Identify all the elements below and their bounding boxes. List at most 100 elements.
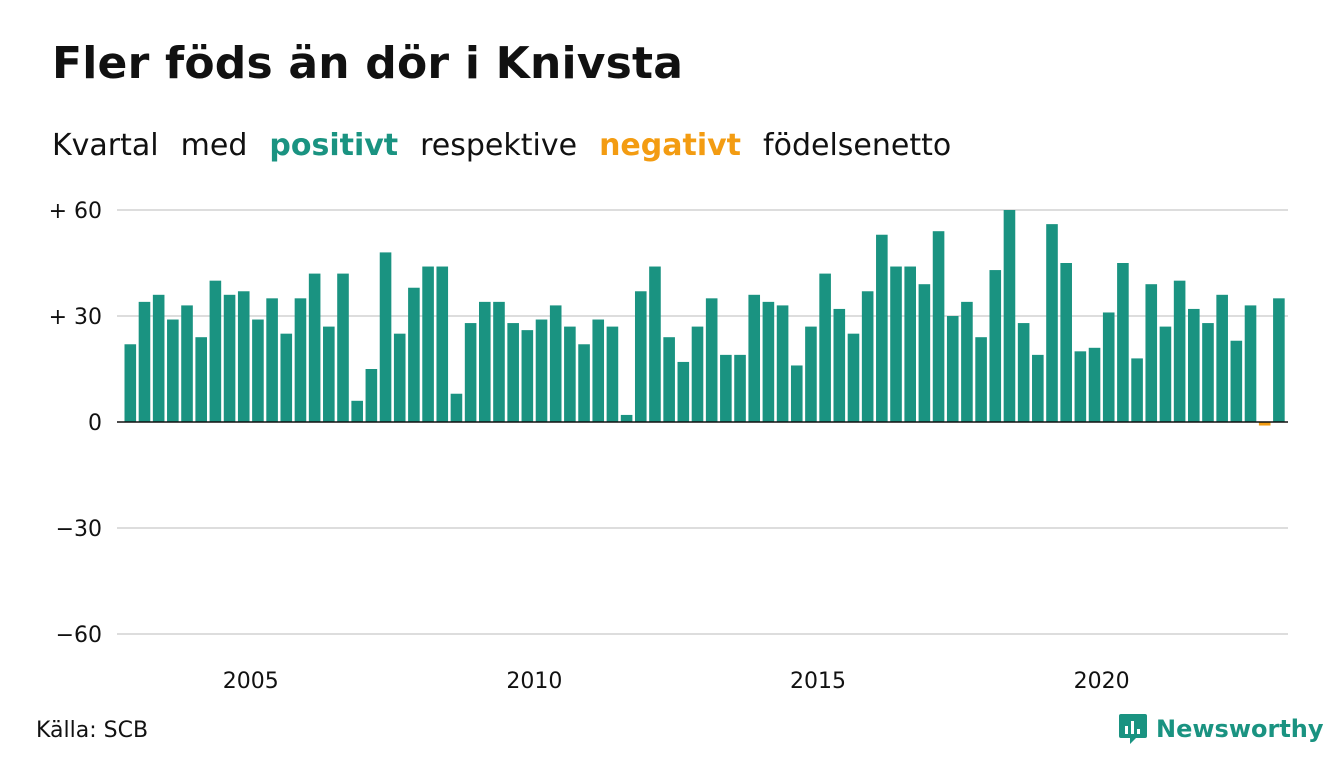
bar — [549, 305, 562, 422]
subtitle-word-respektive: respektive — [420, 128, 578, 163]
bar — [1060, 263, 1072, 422]
bar — [1244, 305, 1257, 422]
newsworthy-logo: Newsworthy — [1118, 712, 1324, 746]
y-tick-label: + 30 — [49, 305, 102, 330]
bar — [833, 308, 846, 422]
bar — [1273, 298, 1285, 422]
x-tick-labels: 2005 2010 2015 2020 — [223, 669, 1130, 694]
bar — [1230, 340, 1243, 422]
bar — [365, 369, 378, 422]
bar — [904, 266, 916, 422]
bar — [790, 365, 803, 422]
subtitle-positive: positivt — [269, 128, 399, 163]
subtitle-negative: negativt — [599, 128, 742, 163]
newsworthy-logo-text: Newsworthy — [1156, 715, 1324, 743]
bar — [223, 294, 236, 422]
bar — [280, 333, 293, 422]
bar — [138, 301, 151, 422]
bar — [1074, 351, 1087, 422]
bar — [1088, 347, 1101, 422]
bar — [663, 337, 675, 422]
bar — [181, 305, 193, 422]
y-tick-label: −30 — [56, 517, 102, 542]
source-note: Källa: SCB — [36, 718, 149, 743]
bar — [564, 326, 576, 422]
y-tick-label: −60 — [56, 623, 102, 648]
x-tick-label: 2015 — [790, 669, 846, 694]
bar — [847, 333, 860, 422]
bar — [393, 333, 406, 422]
bar — [308, 273, 321, 422]
subtitle-word-kvartal: Kvartal — [52, 128, 159, 163]
bar — [620, 414, 633, 422]
bar — [351, 400, 363, 422]
subtitle-word-fodelsenetto: födelsenetto — [763, 128, 952, 163]
bar — [237, 291, 250, 422]
bar — [890, 266, 902, 422]
bar — [479, 301, 491, 422]
bar — [337, 273, 349, 422]
bar — [1017, 323, 1030, 422]
bar — [918, 284, 931, 422]
bar — [422, 266, 434, 422]
x-tick-label: 2005 — [223, 669, 279, 694]
bar — [323, 326, 335, 422]
bar — [734, 354, 746, 422]
bar — [124, 344, 137, 422]
bar — [379, 252, 392, 422]
chart-subtitle: Kvartal med positivt respektive negativt föde… — [52, 128, 973, 163]
bar — [1003, 210, 1016, 422]
bar — [932, 231, 945, 422]
bar — [975, 337, 987, 422]
bar — [1145, 284, 1158, 422]
bar — [152, 294, 165, 422]
bar — [677, 361, 690, 422]
bar — [1173, 280, 1186, 422]
bar — [450, 393, 463, 422]
chart-title: Fler föds än dör i Knivsta — [52, 38, 684, 89]
bar — [805, 326, 817, 422]
bar — [294, 298, 307, 422]
bar — [1117, 263, 1129, 422]
bar — [989, 270, 1002, 422]
bar — [1046, 224, 1058, 422]
bar — [521, 330, 534, 422]
y-tick-label: 0 — [88, 411, 102, 436]
bar — [1102, 312, 1115, 422]
bar — [946, 316, 959, 422]
bar — [436, 266, 449, 422]
bar — [1131, 358, 1143, 422]
bar — [578, 344, 590, 422]
grid-lines — [117, 209, 1288, 635]
y-tick-labels: + 60 + 30 0 −30 −60 — [49, 199, 102, 648]
subtitle-word-med: med — [180, 128, 248, 163]
bar — [748, 294, 761, 422]
bar — [507, 323, 519, 422]
bar — [691, 326, 704, 422]
bar — [606, 326, 619, 422]
bar — [776, 305, 789, 422]
bar — [720, 354, 732, 422]
bar — [209, 280, 222, 422]
bar — [819, 273, 831, 422]
x-tick-label: 2010 — [506, 669, 562, 694]
bar — [861, 291, 874, 422]
bar — [1216, 294, 1228, 422]
bar — [705, 298, 718, 422]
bar — [649, 266, 661, 422]
x-tick-label: 2020 — [1074, 669, 1130, 694]
bar — [493, 301, 505, 422]
bar — [1188, 308, 1200, 422]
bar — [1032, 354, 1044, 422]
bar — [266, 298, 278, 422]
bar — [195, 337, 207, 422]
y-tick-label: + 60 — [49, 199, 102, 224]
bar — [876, 234, 888, 422]
bar — [961, 301, 973, 422]
bar — [762, 301, 775, 422]
bar — [634, 291, 647, 422]
newsworthy-logo-icon — [1119, 714, 1147, 744]
bar — [408, 287, 420, 422]
bar — [464, 323, 477, 422]
